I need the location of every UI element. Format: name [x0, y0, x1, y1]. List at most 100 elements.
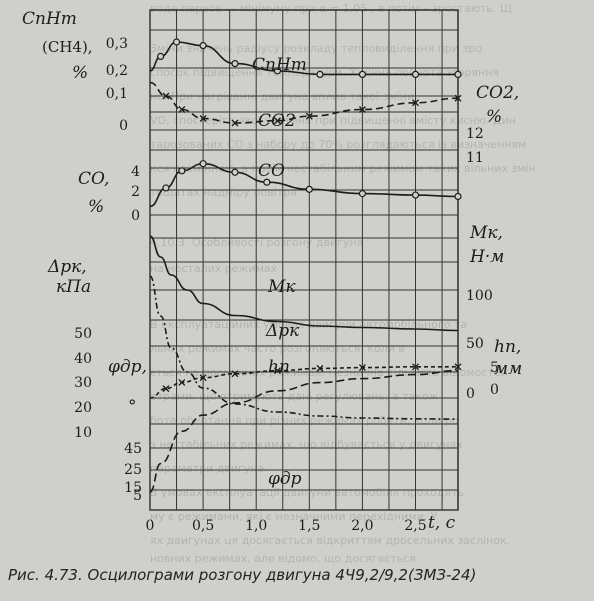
y-tick-label: 45	[124, 441, 142, 457]
marker-stroke	[454, 94, 462, 102]
axis-label-hp-unit: мм	[494, 359, 522, 379]
data-point-cnhm	[172, 38, 181, 46]
background-text-line: В умовах експлуатації двигуни автомобіля…	[150, 486, 464, 499]
marker-stroke	[199, 374, 207, 382]
axis-label-dpk: Δpк,	[47, 257, 87, 277]
data-point-cnhm	[454, 70, 462, 79]
y-tick-label: 0,1	[106, 86, 128, 102]
background-text-line: параметри двигуна.	[150, 462, 268, 475]
marker-stroke	[316, 364, 324, 372]
data-point-hp	[273, 367, 281, 375]
marker-stroke	[273, 117, 281, 125]
x-tick-label: 2,5	[404, 518, 426, 534]
series-line-mk	[149, 235, 459, 332]
axis-label-co: CO,	[78, 169, 109, 189]
marker-stroke	[273, 367, 281, 375]
data-point-co2	[178, 106, 186, 113]
y-tick-label: 100	[466, 288, 493, 304]
axis-label-dpk-unit: кПа	[56, 277, 91, 297]
series-label-dpk: Δpк	[265, 321, 300, 341]
axis-label-cnhm-unit: %	[72, 63, 88, 83]
data-point-hp	[199, 374, 207, 382]
data-point-cnhm	[358, 70, 367, 79]
data-point-co2	[412, 99, 419, 107]
y-tick-label: 20	[74, 400, 92, 416]
data-point-cnhm	[199, 41, 207, 50]
series-label-phi: φдр	[268, 469, 302, 489]
data-point-co2	[199, 115, 207, 122]
y-tick-label: 0	[466, 386, 475, 402]
data-point-cnhm	[231, 59, 239, 68]
y-tick-label: 5	[133, 488, 142, 504]
data-point-hp	[231, 370, 239, 378]
marker-stroke	[412, 99, 419, 107]
axis-label-phi: φдр,	[108, 357, 147, 377]
chart-frame	[149, 9, 459, 511]
marker-stroke	[412, 363, 419, 371]
data-point-co	[411, 191, 420, 199]
chart-tick-labels: 0 0,5 1,0 1,5 2,0 2,50,30,20,10 12114201005005…	[74, 36, 499, 534]
data-point-co2	[454, 94, 462, 102]
data-point-hp	[178, 378, 186, 386]
x-tick-label: 0,5	[192, 518, 214, 534]
y-tick-label: 0	[119, 118, 128, 134]
data-point-co	[178, 167, 186, 175]
background-text-line: VO, спостеріга якої частина при підвищен…	[150, 114, 516, 127]
y-tick-label: 11	[466, 150, 484, 166]
chart-axis-labels: CnHm (CH4),% CO,% Δpк,кПа φдр, ° CO2,% Mк, Н·м hп…	[22, 9, 522, 533]
data-point-cnhm	[273, 67, 282, 75]
y-tick-label: 50	[466, 336, 484, 352]
marker-stroke	[231, 370, 239, 378]
data-point-co	[358, 190, 367, 198]
y-tick-label: 0	[490, 382, 499, 398]
background-text-line: на несталих режимах	[150, 262, 278, 275]
marker-stroke	[358, 106, 366, 113]
data-point-co	[162, 184, 170, 192]
y-tick-label: 25	[124, 462, 142, 478]
series-line-co2	[149, 81, 459, 124]
axis-label-mk: Mк,	[469, 223, 503, 243]
data-point-co	[305, 185, 313, 193]
series-line-cnhm	[149, 41, 458, 76]
chart-curves	[149, 41, 459, 493]
data-point-co2	[231, 119, 239, 127]
series-line-co	[149, 162, 459, 208]
data-point-hp	[454, 363, 462, 371]
axis-label-cnhm-subunit: (CH4),	[42, 38, 93, 56]
series-label-hp: hп	[268, 357, 290, 377]
marker-stroke	[178, 106, 186, 113]
background-text-line: спосок підвищення температури. Хімічна п…	[150, 66, 500, 79]
data-point-co	[454, 192, 462, 201]
chart-grid	[149, 9, 459, 511]
background-text-line: Зміни значень радіусу розкладу тепловиді…	[150, 42, 483, 55]
series-line-phi	[149, 369, 459, 493]
chart-markers	[157, 38, 462, 393]
series-label-mk: Mк	[267, 277, 296, 297]
background-text-line: воде пересе — мінімуму при α = 1,05 , а …	[150, 2, 512, 15]
y-tick-label: 10	[74, 425, 92, 441]
figure-caption: Рис. 4.73. Осцилограми розгону двигуна 4…	[8, 566, 477, 584]
axis-label-cnhm: CnHm	[22, 9, 77, 29]
series-label-co2: CO2	[258, 111, 296, 131]
marker-stroke	[231, 119, 239, 127]
series-label-cnhm: CnHm	[252, 55, 307, 75]
y-tick-label: 15	[124, 480, 142, 496]
y-tick-label: 40	[74, 351, 92, 367]
background-text-line: тощатах надміру повітря	[150, 186, 297, 199]
axis-label-mk-unit: Н·м	[469, 247, 504, 267]
marker-stroke	[178, 378, 186, 386]
data-point-co2	[305, 112, 313, 120]
data-point-cnhm	[411, 70, 420, 79]
data-point-co	[231, 168, 239, 176]
data-point-co2	[273, 117, 281, 125]
marker-stroke	[358, 364, 366, 372]
data-point-hp	[316, 364, 324, 372]
data-point-co2	[162, 92, 170, 100]
marker-stroke	[162, 385, 170, 393]
data-point-co2	[358, 106, 366, 113]
background-text-line: льних режимах часто розгоняються, коли в	[150, 342, 405, 355]
marker-stroke	[199, 115, 207, 122]
marker-stroke	[162, 92, 170, 100]
marker-stroke	[454, 363, 462, 371]
